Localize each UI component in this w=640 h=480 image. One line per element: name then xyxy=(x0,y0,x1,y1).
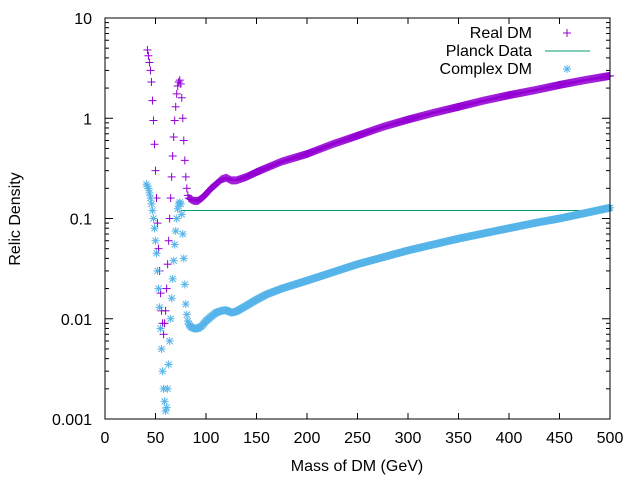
real-dm-point xyxy=(177,93,186,102)
real-dm-point xyxy=(148,96,157,105)
real-dm-point xyxy=(175,76,184,85)
real-dm-point xyxy=(182,184,191,193)
complex-dm-point xyxy=(167,294,176,303)
y-tick-label: 0.1 xyxy=(70,212,92,229)
legend-label-complex-dm: Complex DM xyxy=(440,61,532,78)
complex-dm-point xyxy=(183,316,192,325)
y-tick-label: 10 xyxy=(74,11,92,28)
complex-dm-point xyxy=(145,188,154,197)
x-tick-label: 150 xyxy=(243,430,270,447)
real-dm-point xyxy=(179,136,188,145)
real-dm-point xyxy=(165,214,174,223)
complex-dm-point xyxy=(158,367,167,376)
complex-dm-point xyxy=(160,397,169,406)
real-dm-point xyxy=(174,77,183,86)
complex-dm-point xyxy=(164,360,173,369)
series-layer xyxy=(142,45,614,416)
real-dm-point xyxy=(170,116,179,125)
plot-area-border xyxy=(104,17,611,420)
x-tick-label: 400 xyxy=(496,430,523,447)
x-tick-label: 450 xyxy=(546,430,573,447)
x-tick-label: 200 xyxy=(294,430,321,447)
legend-label-planck-data: Planck Data xyxy=(446,43,532,60)
complex-dm-point xyxy=(156,324,165,333)
real-dm-point xyxy=(147,77,156,86)
real-dm-point xyxy=(162,284,171,293)
real-dm-point xyxy=(168,152,177,161)
complex-dm-point xyxy=(153,266,162,275)
y-axis-label: Relic Density xyxy=(7,172,24,265)
legend-marker-real-dm xyxy=(563,29,571,37)
real-dm-point xyxy=(169,133,178,142)
real-dm-point xyxy=(144,51,153,60)
real-dm-point xyxy=(176,79,185,88)
complex-dm-point xyxy=(166,314,175,323)
complex-dm-point xyxy=(168,274,177,283)
complex-dm-point xyxy=(179,254,188,263)
complex-dm-point xyxy=(170,240,179,249)
complex-dm-point xyxy=(146,194,155,203)
legend-label-real-dm: Real DM xyxy=(470,25,532,42)
complex-dm-point xyxy=(147,199,156,208)
complex-dm-point xyxy=(162,403,171,412)
y-tick-label: 0.01 xyxy=(61,312,92,329)
legend-marker-real-dm-glyph xyxy=(563,29,571,37)
complex-dm-point xyxy=(157,344,166,353)
legend-marker-complex-dm-glyph xyxy=(563,65,571,73)
complex-dm-point xyxy=(152,249,161,258)
complex-dm-point xyxy=(181,300,190,309)
complex-dm-point xyxy=(150,224,159,233)
x-tick-label: 350 xyxy=(445,430,472,447)
complex-dm-point xyxy=(176,199,185,208)
real-dm-point xyxy=(171,102,180,111)
real-dm-point xyxy=(159,330,168,339)
real-dm-point xyxy=(149,116,158,125)
x-tick-label: 50 xyxy=(147,430,165,447)
legend: Real DM Planck Data Complex DM xyxy=(440,25,590,78)
complex-dm-point xyxy=(163,384,172,393)
real-dm-point xyxy=(161,306,170,315)
complex-dm-point xyxy=(169,256,178,265)
real-dm-point xyxy=(150,140,159,149)
complex-dm-point xyxy=(180,280,189,289)
complex-dm-point xyxy=(171,227,180,236)
x-tick-label: 0 xyxy=(101,430,110,447)
complex-dm-point xyxy=(149,214,158,223)
complex-dm-point xyxy=(151,236,160,245)
complex-dm-point xyxy=(172,214,181,223)
x-tick-label: 250 xyxy=(344,430,371,447)
legend-marker-complex-dm xyxy=(563,65,571,73)
x-tick-label: 500 xyxy=(597,430,624,447)
real-dm-point xyxy=(178,114,187,123)
real-dm-point xyxy=(180,156,189,165)
real-dm-point xyxy=(172,89,181,98)
ticks-layer: 0 50 100 150 200 250 300 350 400 450 500 0.001 0.01 0… xyxy=(52,11,623,447)
real-dm-point xyxy=(181,172,190,181)
complex-dm-point xyxy=(148,206,157,215)
y-tick-label: 1 xyxy=(83,111,92,128)
complex-dm-point xyxy=(178,230,187,239)
series-real-dm xyxy=(143,45,614,339)
complex-dm-point xyxy=(177,210,186,219)
real-dm-point xyxy=(143,45,152,54)
real-dm-point xyxy=(167,172,176,181)
y-tick-label: 0.001 xyxy=(52,412,92,429)
real-dm-point xyxy=(160,319,169,328)
real-dm-point xyxy=(145,58,154,67)
complex-dm-point xyxy=(154,284,163,293)
complex-dm-point xyxy=(182,310,191,319)
x-tick-label: 100 xyxy=(193,430,220,447)
series-complex-dm xyxy=(142,180,614,416)
complex-dm-point xyxy=(165,336,174,345)
x-tick-label: 300 xyxy=(395,430,422,447)
complex-dm-point xyxy=(155,303,164,312)
real-dm-point xyxy=(166,194,175,203)
real-dm-point xyxy=(164,236,173,245)
x-axis-label: Mass of DM (GeV) xyxy=(291,458,423,475)
real-dm-point xyxy=(146,66,155,75)
real-dm-point xyxy=(163,260,172,269)
real-dm-point xyxy=(151,166,160,175)
